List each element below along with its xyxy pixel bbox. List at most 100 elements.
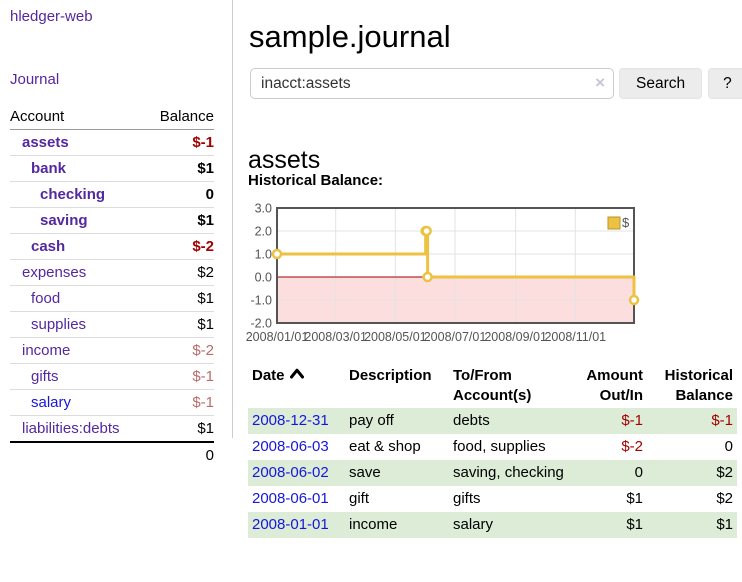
account-column-header: Account — [10, 104, 147, 130]
svg-text:2008/05/01: 2008/05/01 — [364, 330, 427, 344]
account-link[interactable]: gifts — [31, 368, 59, 385]
accounts-column-header: To/From Account(s) — [453, 367, 532, 404]
account-link[interactable]: supplies — [31, 316, 87, 333]
search-button[interactable]: Search — [619, 68, 703, 99]
account-row: supplies $1 — [10, 311, 214, 338]
account-link[interactable]: checking — [40, 186, 106, 203]
search-input[interactable] — [250, 68, 614, 99]
transaction-description: eat & shop — [349, 438, 421, 455]
svg-text:2008/11/01: 2008/11/01 — [544, 330, 606, 344]
account-balance: $-2 — [146, 337, 214, 364]
sidebar: hledger-web Journal Account Balance asse… — [0, 0, 233, 468]
transaction-balance: $1 — [716, 516, 733, 533]
legend-label: $ — [622, 215, 630, 230]
svg-text:-2.0: -2.0 — [250, 317, 272, 331]
transaction-accounts: gifts — [453, 490, 481, 507]
transaction-date-link[interactable]: 2008-06-02 — [252, 464, 329, 481]
svg-text:2008/01/01: 2008/01/01 — [246, 330, 309, 344]
clear-search-icon[interactable]: × — [595, 73, 605, 92]
account-row: saving $1 — [10, 207, 214, 234]
transaction-description: pay off — [349, 412, 394, 429]
accounts-table-header: Account Balance — [10, 104, 214, 130]
account-link[interactable]: liabilities:debts — [22, 420, 120, 437]
transaction-row: 2008-06-02 save saving, checking 0 $2 — [248, 460, 737, 486]
svg-text:2.0: 2.0 — [255, 225, 272, 239]
account-link[interactable]: food — [31, 290, 61, 307]
transaction-balance: $-1 — [711, 412, 733, 429]
register-header-row: Date Description To/From Account(s) Amou… — [248, 364, 737, 408]
account-row: cash $-2 — [10, 233, 214, 260]
transaction-accounts: saving, checking — [453, 464, 564, 481]
transaction-amount: $1 — [626, 490, 643, 507]
search-form: × Search ? — [250, 68, 742, 99]
transaction-date-link[interactable]: 2008-06-01 — [252, 490, 329, 507]
account-row: liabilities:debts $1 — [10, 415, 214, 443]
svg-text:2008/09/01: 2008/09/01 — [484, 330, 547, 344]
accounts-total-balance: 0 — [146, 441, 214, 468]
transaction-accounts: food, supplies — [453, 438, 546, 455]
transaction-row: 2008-06-01 gift gifts $1 $2 — [248, 486, 737, 512]
account-row: food $1 — [10, 285, 214, 312]
account-heading: assets — [248, 145, 321, 174]
transaction-balance: $2 — [716, 490, 733, 507]
account-balance: $1 — [146, 207, 214, 234]
transaction-row: 2008-01-01 income salary $1 $1 — [248, 512, 737, 538]
transaction-date-link[interactable]: 2008-01-01 — [252, 516, 329, 533]
accounts-table: Account Balance assets $-1 bank $1 — [10, 104, 214, 468]
account-link[interactable]: assets — [22, 134, 69, 151]
transaction-row: 2008-06-03 eat & shop food, supplies $-2… — [248, 434, 737, 460]
account-link[interactable]: bank — [31, 160, 67, 177]
account-row: expenses $2 — [10, 259, 214, 286]
svg-text:2008/07/01: 2008/07/01 — [424, 330, 487, 344]
amount-column-header: Amount Out/In — [586, 367, 643, 404]
transaction-amount: $-2 — [621, 438, 643, 455]
account-balance: $-1 — [146, 389, 214, 416]
account-balance: $1 — [146, 311, 214, 338]
register-table: Date Description To/From Account(s) Amou… — [248, 364, 737, 538]
account-balance: $1 — [146, 155, 214, 182]
legend-swatch — [607, 216, 621, 230]
transaction-description: save — [349, 464, 381, 481]
svg-text:3.0: 3.0 — [255, 202, 272, 216]
transaction-description: income — [349, 516, 398, 533]
transaction-date-link[interactable]: 2008-06-03 — [252, 438, 329, 455]
account-balance: $1 — [146, 285, 214, 312]
account-balance: $1 — [146, 415, 214, 443]
account-balance: 0 — [146, 181, 214, 208]
transaction-date-link[interactable]: 2008-12-31 — [252, 412, 329, 429]
help-button[interactable]: ? — [708, 68, 742, 99]
date-column-header[interactable]: Date — [248, 364, 345, 408]
account-link[interactable]: income — [22, 342, 71, 359]
account-link[interactable]: salary — [31, 394, 72, 411]
balance-column-header: Balance — [146, 104, 214, 130]
svg-text:2008/03/01: 2008/03/01 — [304, 330, 367, 344]
account-link[interactable]: saving — [40, 212, 88, 229]
account-link[interactable]: cash — [31, 238, 66, 255]
transaction-balance: $2 — [716, 464, 733, 481]
account-balance: $-1 — [146, 129, 214, 156]
account-row: salary $-1 — [10, 389, 214, 416]
account-balance: $2 — [146, 259, 214, 286]
balance-column-header: Historical Balance — [664, 367, 733, 404]
search-box: × — [250, 68, 614, 99]
transaction-row: 2008-12-31 pay off debts $-1 $-1 — [248, 408, 737, 434]
app-title-link[interactable]: hledger-web — [10, 8, 93, 25]
svg-text:0.0: 0.0 — [255, 271, 272, 285]
account-row: checking 0 — [10, 181, 214, 208]
account-balance: $-2 — [146, 233, 214, 260]
sidebar-item-journal[interactable]: Journal — [10, 71, 60, 88]
transaction-accounts: salary — [453, 516, 494, 533]
transaction-amount: 0 — [634, 464, 643, 481]
svg-text:1.0: 1.0 — [255, 248, 272, 262]
page-title: sample.journal — [249, 18, 451, 54]
chart-title: Historical Balance: — [248, 172, 384, 189]
description-column-header: Description — [349, 367, 432, 384]
accounts-total-row: 0 — [10, 441, 214, 468]
account-balance: $-1 — [146, 363, 214, 390]
account-row: bank $1 — [10, 155, 214, 182]
sort-ascending-icon — [289, 368, 304, 379]
account-link[interactable]: expenses — [22, 264, 87, 281]
transaction-accounts: debts — [453, 412, 490, 429]
transaction-amount: $1 — [626, 516, 643, 533]
transaction-description: gift — [349, 490, 370, 507]
